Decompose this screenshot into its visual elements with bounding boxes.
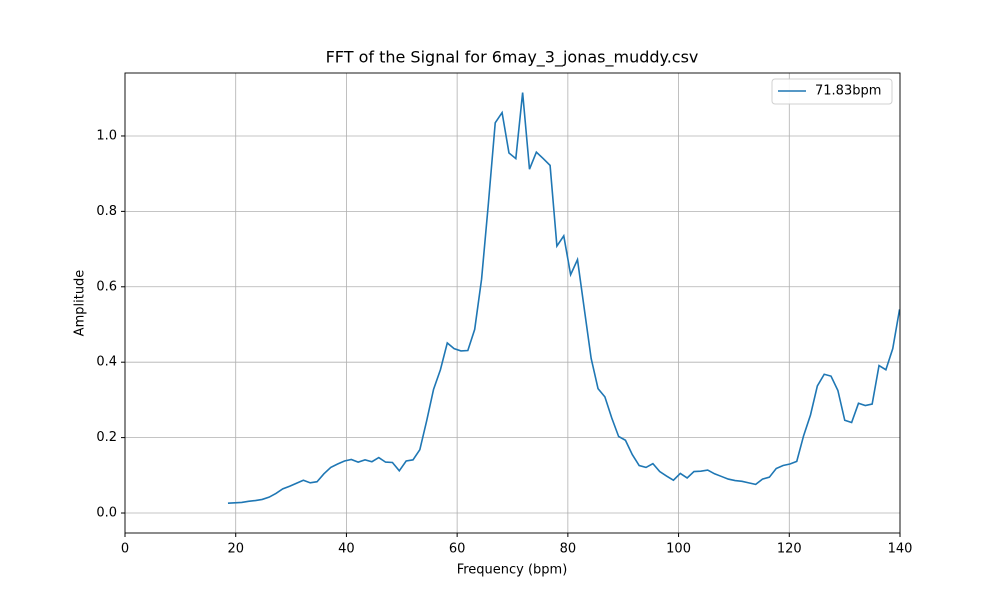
x-axis-label: Frequency (bpm) [457, 563, 568, 578]
x-tick-label: 80 [560, 542, 577, 557]
legend-box [771, 78, 893, 105]
y-tick-label: 0.4 [96, 355, 117, 370]
y-tick-label: 0.6 [96, 279, 117, 294]
y-tick-label: 0.0 [96, 506, 117, 521]
y-axis-label: Amplitude [73, 270, 88, 337]
x-tick-label: 60 [449, 542, 466, 557]
y-tick-label: 0.2 [96, 430, 117, 445]
legend-label: 71.83bpm [815, 84, 881, 99]
y-tick-label: 1.0 [96, 128, 117, 143]
x-tick-label: 40 [338, 542, 355, 557]
y-tick-label: 0.8 [96, 204, 117, 219]
x-tick-label: 0 [121, 542, 129, 557]
x-tick-label: 140 [888, 542, 913, 557]
plot-frame [124, 72, 901, 534]
data-line [227, 92, 900, 505]
x-tick-label: 20 [227, 542, 244, 557]
x-tick-label: 100 [666, 542, 691, 557]
x-tick-label: 120 [777, 542, 802, 557]
chart-title: FFT of the Signal for 6may_3_jonas_muddy… [326, 48, 699, 68]
